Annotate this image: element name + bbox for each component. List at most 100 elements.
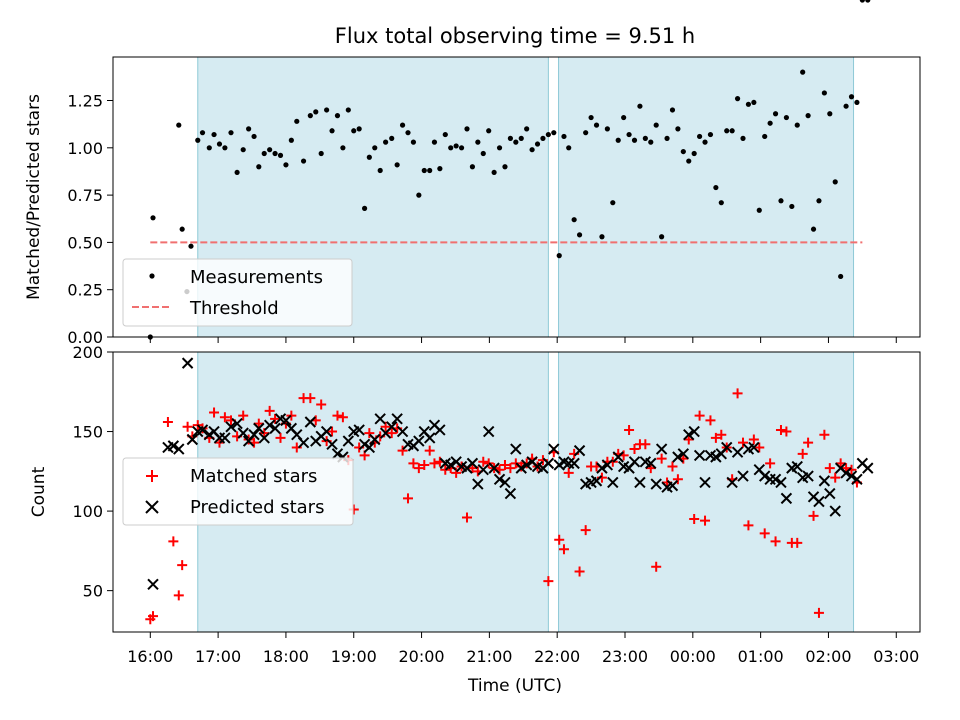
measurement-point — [843, 103, 849, 109]
count-legend-box — [122, 457, 354, 526]
matched-star-marker — [286, 410, 297, 421]
matched-star-marker — [478, 456, 489, 467]
measurement-point — [621, 114, 627, 121]
predicted-star-marker — [423, 432, 436, 444]
matched-star-marker — [705, 415, 716, 426]
measurement-point — [176, 122, 182, 128]
measurement-point — [783, 114, 790, 121]
matched-star-marker — [759, 528, 770, 539]
y-tick-label: 100 — [72, 502, 103, 521]
measurement-point — [718, 200, 724, 206]
matched-star-marker — [209, 407, 220, 418]
predicted-star-marker — [515, 462, 527, 474]
predicted-star-marker — [258, 432, 270, 444]
measurement-point — [556, 253, 562, 259]
predicted-star-marker — [645, 457, 657, 470]
measurement-point — [277, 152, 284, 158]
measurement-point — [648, 139, 654, 145]
predicted-star-marker — [493, 473, 506, 485]
measurement-point — [389, 135, 395, 141]
predicted-star-marker — [596, 462, 608, 474]
matched-star-marker — [797, 448, 808, 459]
measurement-point — [848, 94, 855, 100]
measurement-point — [246, 126, 252, 132]
measurement-point — [566, 145, 572, 151]
measurement-point — [410, 139, 417, 145]
measurement-point — [469, 164, 476, 170]
measurement-point — [827, 111, 833, 117]
predicted-star-marker — [320, 425, 333, 438]
predicted-star-marker — [607, 476, 619, 489]
matched-star-marker — [413, 463, 424, 474]
legend-threshold-label: Threshold — [189, 298, 279, 319]
measurement-point — [854, 99, 860, 106]
matched-star-marker — [819, 429, 830, 440]
matched-star-marker — [168, 536, 179, 547]
predicted-star-marker — [488, 462, 500, 474]
predicted-star-marker — [391, 413, 403, 425]
predicted-star-marker — [280, 414, 292, 427]
predicted-star-marker — [758, 470, 771, 482]
legend-matched-label: Matched stars — [190, 466, 317, 487]
measurement-point — [442, 131, 448, 138]
measurement-point — [832, 179, 838, 185]
predicted-star-marker — [363, 441, 376, 454]
matched-star-marker — [451, 467, 462, 478]
predicted-star-marker — [186, 433, 199, 446]
matched-star-marker — [380, 421, 391, 432]
predicted-star-marker — [225, 421, 237, 433]
matched-star-marker — [402, 493, 413, 504]
y-tick-label: 150 — [72, 423, 103, 442]
predicted-star-marker — [231, 417, 243, 430]
matched-star-marker — [629, 444, 640, 455]
matched-star-marker — [214, 437, 225, 448]
measurement-point — [216, 141, 223, 147]
matched-star-marker — [775, 424, 786, 435]
matched-star-marker — [558, 544, 569, 555]
matched-star-marker — [803, 437, 814, 448]
matched-star-marker — [792, 537, 803, 548]
measurement-point — [211, 131, 217, 138]
measurement-point — [334, 113, 341, 119]
matched-star-marker — [813, 607, 824, 618]
predicted-star-marker — [568, 457, 580, 470]
measurement-point — [669, 107, 676, 113]
predicted-star-marker — [851, 473, 863, 485]
predicted-star-marker — [693, 449, 706, 462]
measurement-point — [745, 101, 752, 107]
matched-star-marker — [824, 463, 835, 474]
measurement-point — [294, 118, 300, 124]
matched-star-marker — [563, 467, 574, 478]
measurement-point — [361, 205, 368, 211]
matched-star-marker — [197, 423, 208, 434]
matched-star-marker — [177, 560, 188, 571]
predicted-star-marker — [542, 457, 555, 470]
measurement-point — [615, 137, 621, 143]
y-tick-label: 1.00 — [67, 139, 103, 158]
predicted-star-marker — [326, 438, 338, 450]
predicted-star-marker — [829, 505, 841, 517]
ratio-panel-x-ticks — [149, 337, 897, 343]
matched-star-marker — [162, 417, 173, 427]
measurement-point — [789, 203, 795, 210]
predicted-star-marker — [304, 416, 317, 428]
legend-predicted-label: Predicted stars — [190, 497, 324, 518]
measurement-point — [664, 135, 670, 141]
count-panel-frame — [112, 351, 921, 633]
measurement-point — [593, 122, 600, 128]
measurement-point — [179, 226, 185, 232]
count-panel: 50 100 150 200 16:00 17:00 18:00 19:00 20:00 21:… — [29, 343, 921, 696]
predicted-star-marker — [219, 432, 231, 444]
measurement-point — [427, 167, 433, 174]
matched-star-marker — [743, 520, 754, 531]
measurement-point — [448, 145, 454, 151]
matched-star-marker — [656, 453, 667, 464]
predicted-star-marker — [628, 456, 641, 468]
predicted-star-marker — [824, 487, 836, 500]
measurement-point — [778, 198, 784, 204]
measurement-point — [502, 164, 508, 170]
matched-star-marker — [841, 463, 852, 474]
y-tick-label: 0.00 — [67, 328, 103, 347]
ratio-panel: 0.00 0.25 0.50 0.75 1.00 1.25 Matched/Predict… — [24, 0, 921, 347]
measurement-point — [458, 145, 465, 151]
